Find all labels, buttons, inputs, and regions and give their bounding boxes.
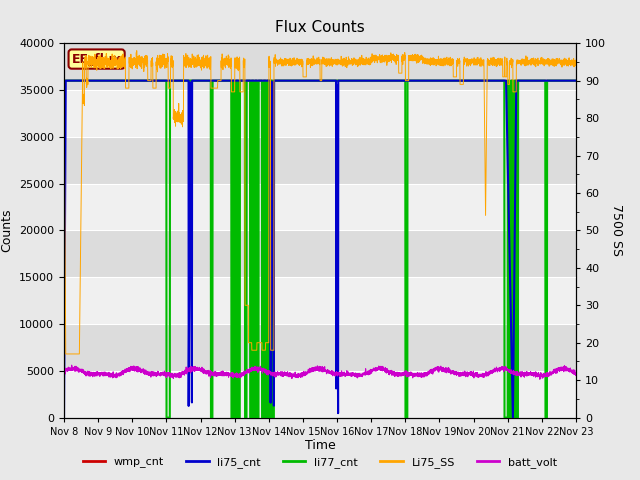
Bar: [64, 183, 576, 230]
Bar: [64, 277, 576, 324]
Text: EE_flux: EE_flux: [72, 53, 122, 66]
Legend: wmp_cnt, li75_cnt, li77_cnt, Li75_SS, batt_volt: wmp_cnt, li75_cnt, li77_cnt, Li75_SS, ba…: [78, 452, 562, 472]
Bar: [64, 371, 576, 418]
X-axis label: Time: Time: [305, 439, 335, 453]
Title: Flux Counts: Flux Counts: [275, 20, 365, 35]
Y-axis label: 7500 SS: 7500 SS: [610, 204, 623, 256]
Bar: [64, 324, 576, 371]
Bar: [64, 137, 576, 184]
Bar: [64, 230, 576, 277]
Bar: [64, 90, 576, 137]
Y-axis label: Counts: Counts: [1, 209, 13, 252]
Bar: [64, 43, 576, 90]
